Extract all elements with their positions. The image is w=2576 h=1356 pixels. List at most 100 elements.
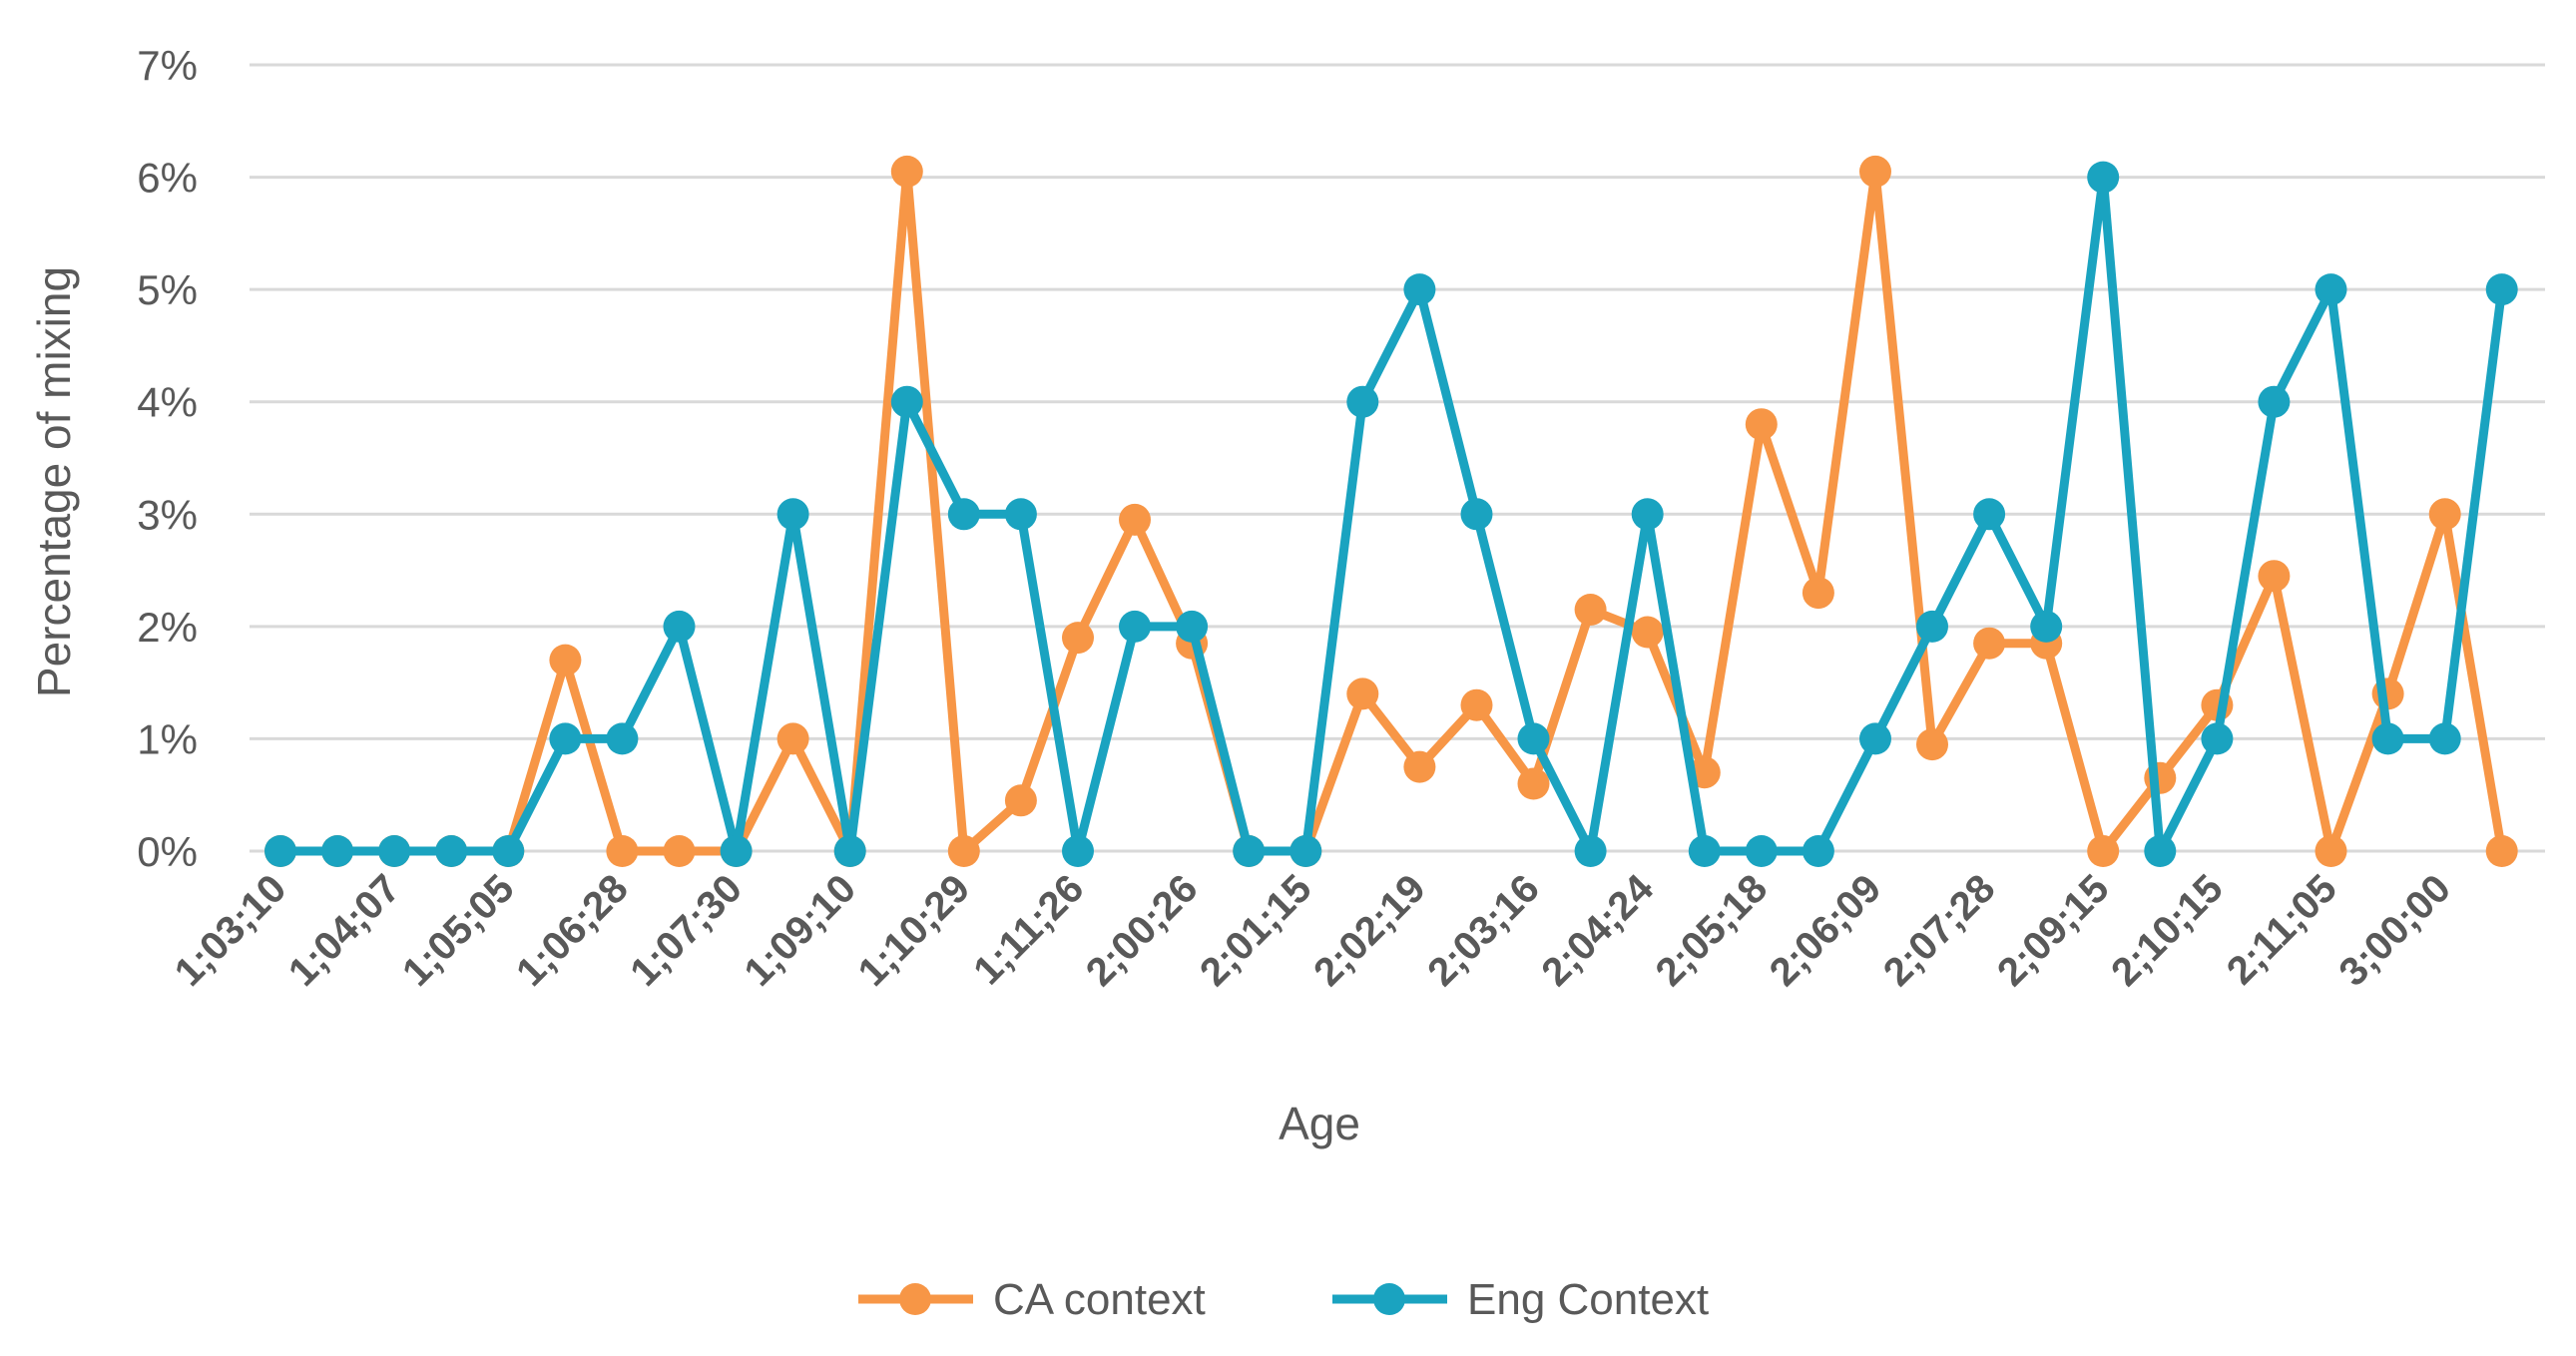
data-point-eng-context bbox=[2087, 161, 2120, 194]
data-point-ca-context bbox=[1062, 622, 1094, 655]
data-point-ca-context bbox=[947, 835, 980, 867]
x-tick-label: 2;04;24 bbox=[1533, 866, 1662, 995]
data-point-eng-context bbox=[1119, 610, 1151, 643]
data-point-ca-context bbox=[1973, 627, 2006, 660]
data-point-eng-context bbox=[1460, 498, 1493, 531]
data-point-eng-context bbox=[1802, 835, 1834, 867]
x-tick-label: 1;09;10 bbox=[736, 866, 864, 995]
x-tick-label: 1;03;10 bbox=[167, 866, 295, 995]
data-point-ca-context bbox=[2258, 560, 2291, 593]
data-point-eng-context bbox=[606, 722, 639, 755]
data-point-ca-context bbox=[606, 835, 639, 867]
y-axis-tick-labels: 0% 1% 2% 3% 4% 5% 6% 7% bbox=[137, 42, 198, 875]
data-point-eng-context bbox=[435, 835, 468, 867]
y-tick-label: 0% bbox=[137, 828, 198, 875]
legend: CA context Eng Context bbox=[858, 1275, 1709, 1324]
data-point-eng-context bbox=[2144, 835, 2177, 867]
data-point-ca-context bbox=[1517, 767, 1550, 800]
y-tick-label: 7% bbox=[137, 42, 198, 89]
legend-marker-eng-context bbox=[1373, 1283, 1405, 1315]
x-tick-label: 2;06;09 bbox=[1762, 866, 1890, 995]
data-point-eng-context bbox=[1973, 498, 2006, 531]
x-tick-label: 1;11;26 bbox=[965, 866, 1092, 993]
x-tick-label: 2;09;15 bbox=[1989, 866, 2118, 995]
data-point-ca-context bbox=[2315, 835, 2347, 867]
x-tick-label: 2;01;15 bbox=[1192, 866, 1320, 995]
legend-marker-ca-context bbox=[899, 1283, 931, 1315]
data-point-eng-context bbox=[720, 835, 753, 867]
data-point-ca-context bbox=[1631, 616, 1664, 649]
data-point-eng-context bbox=[1289, 835, 1322, 867]
data-point-eng-context bbox=[321, 835, 354, 867]
x-tick-label: 2;03;16 bbox=[1419, 866, 1548, 995]
data-point-eng-context bbox=[1346, 385, 1379, 418]
data-point-ca-context bbox=[1745, 408, 1778, 441]
data-point-eng-context bbox=[947, 498, 980, 531]
data-point-ca-context bbox=[1403, 750, 1436, 783]
x-axis-tick-labels: 1;03;101;04;071;05;051;06;281;07;301;09;… bbox=[167, 866, 2459, 995]
data-point-eng-context bbox=[378, 835, 411, 867]
data-point-eng-context bbox=[1631, 498, 1664, 531]
data-point-ca-context bbox=[890, 155, 923, 188]
data-point-eng-context bbox=[1517, 722, 1550, 755]
legend-label-eng-context: Eng Context bbox=[1467, 1275, 1709, 1324]
data-point-eng-context bbox=[2201, 722, 2234, 755]
data-point-eng-context bbox=[663, 610, 696, 643]
data-point-eng-context bbox=[1233, 835, 1266, 867]
data-point-ca-context bbox=[1859, 155, 1891, 188]
data-point-eng-context bbox=[2030, 610, 2063, 643]
x-tick-label: 3;00;00 bbox=[2330, 866, 2459, 995]
data-point-eng-context bbox=[890, 385, 923, 418]
data-point-eng-context bbox=[492, 835, 525, 867]
data-point-eng-context bbox=[2371, 722, 2404, 755]
data-point-ca-context bbox=[1802, 577, 1834, 610]
series-line-ca-context bbox=[275, 167, 2507, 856]
data-point-eng-context bbox=[1403, 273, 1436, 306]
x-tick-label: 2;00;26 bbox=[1078, 866, 1207, 995]
data-point-eng-context bbox=[2315, 273, 2347, 306]
x-tick-label: 1;07;30 bbox=[622, 866, 751, 995]
x-tick-label: 2;05;18 bbox=[1648, 866, 1777, 995]
data-point-eng-context bbox=[833, 835, 866, 867]
y-tick-label: 1% bbox=[137, 715, 198, 762]
x-tick-label: 1;05;05 bbox=[394, 866, 523, 995]
data-point-eng-context bbox=[1176, 610, 1209, 643]
data-point-ca-context bbox=[1346, 678, 1379, 710]
data-point-eng-context bbox=[264, 835, 296, 867]
x-tick-label: 2;07;28 bbox=[1875, 866, 2004, 995]
y-tick-label: 3% bbox=[137, 491, 198, 538]
data-point-eng-context bbox=[1004, 498, 1037, 531]
data-point-eng-context bbox=[2485, 273, 2518, 306]
data-point-eng-context bbox=[776, 498, 809, 531]
data-point-eng-context bbox=[1745, 835, 1778, 867]
series-eng-context bbox=[264, 161, 2518, 867]
x-tick-label: 2;11;05 bbox=[2219, 866, 2345, 993]
data-point-ca-context bbox=[2087, 835, 2120, 867]
series-ca-context bbox=[264, 155, 2518, 867]
x-tick-label: 1;04;07 bbox=[280, 866, 409, 995]
series-line-eng-context bbox=[275, 173, 2507, 856]
data-point-ca-context bbox=[1119, 503, 1151, 536]
x-tick-label: 2;02;19 bbox=[1305, 866, 1434, 995]
x-tick-label: 2;10;15 bbox=[2103, 866, 2232, 995]
y-tick-label: 6% bbox=[137, 155, 198, 202]
y-tick-label: 5% bbox=[137, 266, 198, 313]
y-axis-title: Percentage of mixing bbox=[28, 266, 80, 697]
data-point-ca-context bbox=[549, 644, 582, 677]
data-point-ca-context bbox=[1574, 594, 1607, 626]
data-point-ca-context bbox=[1916, 728, 1948, 761]
data-point-eng-context bbox=[1574, 835, 1607, 867]
data-point-ca-context bbox=[1004, 784, 1037, 817]
data-point-eng-context bbox=[1688, 835, 1721, 867]
data-point-eng-context bbox=[1062, 835, 1094, 867]
legend-label-ca-context: CA context bbox=[993, 1275, 1206, 1324]
data-point-ca-context bbox=[1460, 688, 1493, 721]
data-point-ca-context bbox=[2428, 498, 2461, 531]
data-point-ca-context bbox=[2485, 835, 2518, 867]
x-axis-title: Age bbox=[1279, 1098, 1360, 1149]
data-point-eng-context bbox=[2258, 385, 2291, 418]
data-point-eng-context bbox=[1916, 610, 1948, 643]
x-tick-label: 1;06;28 bbox=[508, 866, 637, 995]
data-point-eng-context bbox=[2428, 722, 2461, 755]
